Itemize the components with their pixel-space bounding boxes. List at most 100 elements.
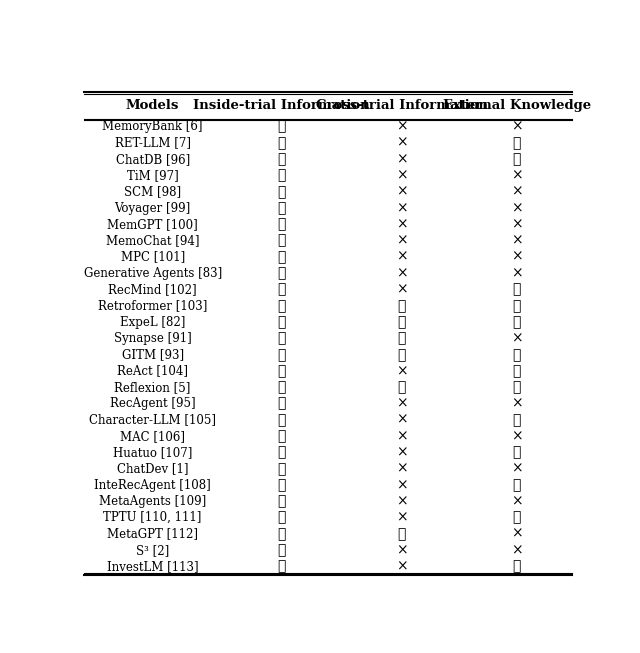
Bar: [84, 477, 572, 493]
Bar: [84, 509, 572, 526]
Text: ✓: ✓: [513, 347, 521, 362]
Bar: [84, 428, 572, 444]
Text: ✓: ✓: [277, 201, 285, 215]
Bar: [84, 200, 572, 216]
Text: Cross-trial Information: Cross-trial Information: [316, 99, 488, 112]
Text: ×: ×: [511, 494, 523, 508]
Text: ChatDB [96]: ChatDB [96]: [115, 153, 190, 166]
Text: ×: ×: [511, 396, 523, 411]
Text: ×: ×: [396, 543, 408, 557]
Text: ×: ×: [511, 332, 523, 345]
Text: Voyager [99]: Voyager [99]: [115, 202, 191, 215]
Text: ✓: ✓: [513, 136, 521, 150]
Text: MemoryBank [6]: MemoryBank [6]: [102, 120, 203, 133]
Text: ChatDev [1]: ChatDev [1]: [117, 462, 188, 475]
Text: ✓: ✓: [277, 152, 285, 167]
Text: Generative Agents [83]: Generative Agents [83]: [83, 267, 222, 279]
Text: ×: ×: [396, 152, 408, 167]
Text: ✓: ✓: [397, 299, 406, 313]
Text: ✓: ✓: [397, 315, 406, 329]
Text: ×: ×: [511, 201, 523, 215]
Text: ×: ×: [511, 543, 523, 557]
Text: ×: ×: [396, 185, 408, 199]
Text: ReAct [104]: ReAct [104]: [117, 364, 188, 377]
Bar: [84, 167, 572, 183]
Text: MPC [101]: MPC [101]: [120, 251, 185, 263]
Text: ×: ×: [396, 250, 408, 264]
Text: ✓: ✓: [513, 445, 521, 460]
Text: ✓: ✓: [277, 217, 285, 231]
Text: ✓: ✓: [277, 283, 285, 296]
Text: ×: ×: [396, 168, 408, 183]
Text: ×: ×: [511, 462, 523, 476]
Text: ×: ×: [396, 136, 408, 150]
Bar: [84, 265, 572, 281]
Bar: [84, 396, 572, 412]
Text: ✓: ✓: [277, 332, 285, 345]
Text: Character-LLM [105]: Character-LLM [105]: [89, 413, 216, 426]
Text: Synapse [91]: Synapse [91]: [114, 332, 191, 345]
Text: ✓: ✓: [513, 283, 521, 296]
Text: ×: ×: [396, 511, 408, 524]
Text: ×: ×: [511, 185, 523, 199]
Text: ✓: ✓: [397, 380, 406, 394]
Bar: [84, 151, 572, 167]
Text: ×: ×: [396, 478, 408, 492]
Text: RecAgent [95]: RecAgent [95]: [110, 397, 195, 410]
Text: ×: ×: [396, 560, 408, 573]
Text: ✓: ✓: [513, 364, 521, 378]
Text: SCM [98]: SCM [98]: [124, 185, 181, 199]
Text: ×: ×: [396, 494, 408, 508]
Text: MAC [106]: MAC [106]: [120, 430, 185, 443]
Text: ×: ×: [396, 201, 408, 215]
Bar: [84, 412, 572, 428]
Text: ✓: ✓: [277, 119, 285, 134]
Text: TiM [97]: TiM [97]: [127, 169, 179, 182]
Text: External Knowledge: External Knowledge: [443, 99, 591, 112]
Text: RecMind [102]: RecMind [102]: [108, 283, 197, 296]
Text: ✓: ✓: [277, 445, 285, 460]
Bar: [84, 118, 572, 135]
Text: RET-LLM [7]: RET-LLM [7]: [115, 136, 191, 150]
Bar: [84, 363, 572, 379]
Text: ✓: ✓: [277, 266, 285, 280]
Text: ✓: ✓: [277, 299, 285, 313]
Text: ×: ×: [396, 234, 408, 247]
Text: ×: ×: [396, 364, 408, 378]
Text: ✓: ✓: [277, 185, 285, 199]
Bar: [84, 93, 572, 118]
Text: ✓: ✓: [277, 494, 285, 508]
Text: ×: ×: [396, 445, 408, 460]
Text: ×: ×: [511, 234, 523, 247]
Text: ✓: ✓: [277, 478, 285, 492]
Bar: [84, 444, 572, 460]
Text: ✓: ✓: [513, 478, 521, 492]
Text: S³ [2]: S³ [2]: [136, 544, 169, 557]
Text: ✓: ✓: [277, 364, 285, 378]
Text: ×: ×: [396, 462, 408, 476]
Text: ×: ×: [511, 527, 523, 541]
Text: Retroformer [103]: Retroformer [103]: [98, 299, 207, 312]
Text: ✓: ✓: [277, 250, 285, 264]
Text: ×: ×: [396, 266, 408, 280]
Text: ✓: ✓: [513, 413, 521, 427]
Text: InvestLM [113]: InvestLM [113]: [107, 560, 198, 573]
Text: ×: ×: [511, 119, 523, 134]
Bar: [84, 298, 572, 314]
Text: ✓: ✓: [513, 511, 521, 524]
Text: Huatuo [107]: Huatuo [107]: [113, 446, 193, 459]
Text: Inside-trial Information: Inside-trial Information: [193, 99, 370, 112]
Bar: [84, 379, 572, 396]
Text: ✓: ✓: [277, 560, 285, 573]
Text: ×: ×: [511, 266, 523, 280]
Text: MetaAgents [109]: MetaAgents [109]: [99, 495, 206, 508]
Text: ×: ×: [396, 283, 408, 296]
Text: ✓: ✓: [277, 234, 285, 247]
Text: ✓: ✓: [277, 347, 285, 362]
Text: ×: ×: [396, 429, 408, 443]
Text: ✓: ✓: [277, 380, 285, 394]
Text: ✓: ✓: [397, 527, 406, 541]
Text: ✓: ✓: [513, 299, 521, 313]
Bar: [84, 542, 572, 558]
Text: ✓: ✓: [397, 347, 406, 362]
